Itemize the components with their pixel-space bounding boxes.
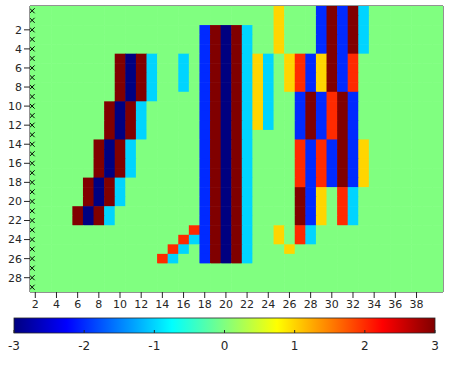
svg-text:38: 38 (410, 298, 424, 310)
svg-text:14: 14 (155, 298, 169, 310)
svg-text:8: 8 (15, 81, 22, 94)
svg-text:-2: -2 (78, 339, 90, 353)
svg-text:18: 18 (198, 298, 212, 310)
svg-text:22: 22 (8, 214, 22, 227)
svg-text:0: 0 (221, 339, 229, 353)
svg-text:4: 4 (15, 43, 22, 56)
svg-text:22: 22 (240, 298, 254, 310)
svg-text:24: 24 (261, 298, 275, 310)
svg-text:28: 28 (8, 272, 22, 285)
svg-text:26: 26 (282, 298, 296, 310)
svg-text:12: 12 (134, 298, 148, 310)
svg-text:1: 1 (291, 339, 299, 353)
svg-text:2: 2 (15, 24, 22, 37)
svg-text:20: 20 (8, 195, 22, 208)
svg-text:14: 14 (8, 138, 22, 151)
svg-text:6: 6 (74, 298, 81, 310)
svg-text:3: 3 (431, 339, 439, 353)
svg-text:2: 2 (32, 298, 39, 310)
svg-text:8: 8 (95, 298, 102, 310)
svg-text:18: 18 (8, 176, 22, 189)
svg-text:28: 28 (304, 298, 318, 310)
svg-text:10: 10 (113, 298, 127, 310)
svg-text:34: 34 (367, 298, 381, 310)
svg-text:16: 16 (8, 157, 22, 170)
svg-text:-3: -3 (8, 339, 20, 353)
svg-text:6: 6 (15, 62, 22, 75)
svg-text:36: 36 (388, 298, 402, 310)
svg-text:26: 26 (8, 253, 22, 266)
svg-text:2: 2 (361, 339, 369, 353)
svg-text:16: 16 (177, 298, 191, 310)
svg-text:30: 30 (325, 298, 339, 310)
svg-text:24: 24 (8, 233, 22, 246)
svg-text:32: 32 (346, 298, 360, 310)
svg-text:4: 4 (53, 298, 60, 310)
svg-text:10: 10 (8, 100, 22, 113)
svg-text:-1: -1 (148, 339, 160, 353)
svg-text:20: 20 (219, 298, 233, 310)
svg-text:12: 12 (8, 119, 22, 132)
